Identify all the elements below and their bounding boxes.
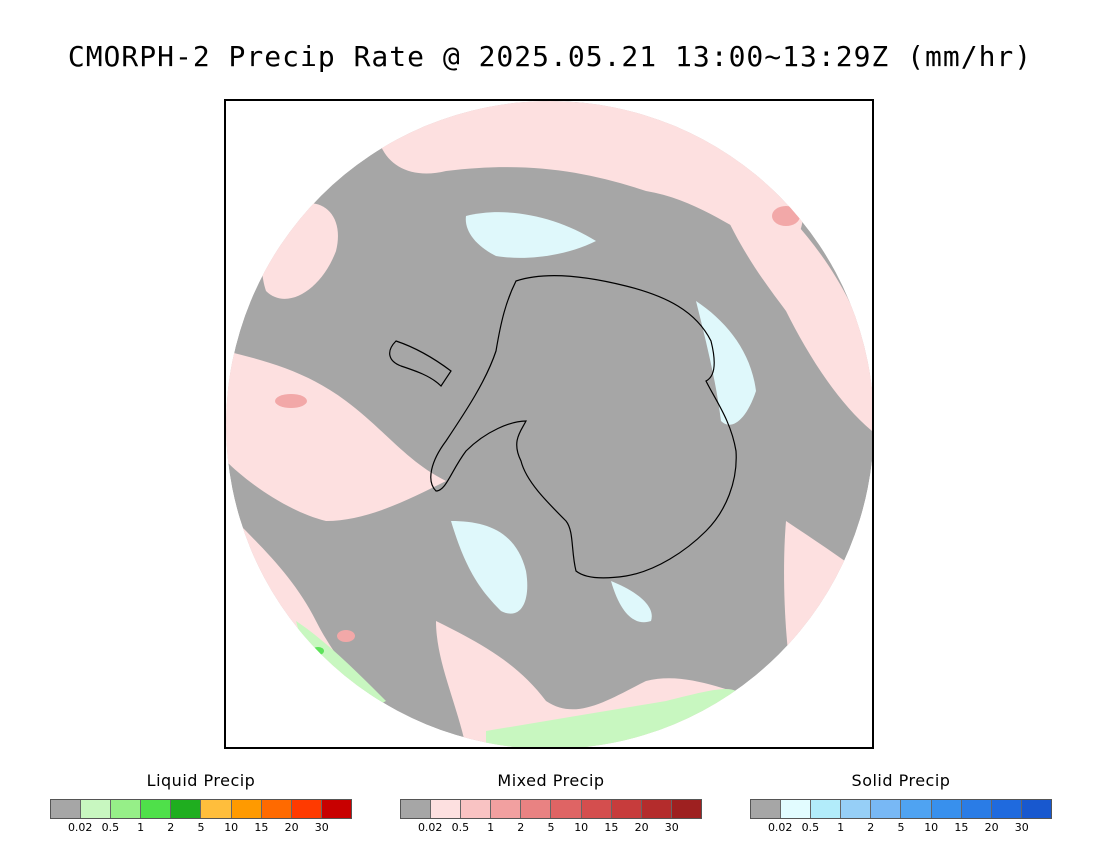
colorbar-swatch [321,800,351,818]
colorbar-swatch [581,800,612,818]
colorbar-tick-label: 1 [837,821,845,834]
legend-title-liquid: Liquid Precip [146,771,256,790]
colorbar-swatch [461,800,492,818]
colorbar-liquid [50,799,352,819]
colorbar-swatch [751,800,782,818]
colorbar-swatch [931,800,962,818]
colorbar-swatch [231,800,262,818]
colorbar-tick-label: 0.02 [417,821,443,834]
colorbar-swatch [141,800,172,818]
colorbar-tick-label: 5 [897,821,905,834]
mixed-precip-spot-southwest [337,630,355,642]
colorbar-mixed [400,799,702,819]
colorbar-swatch [261,800,292,818]
colorbar-swatch [781,800,812,818]
colorbar-swatch [51,800,82,818]
colorbar-swatch [551,800,582,818]
legend-title-solid: Solid Precip [851,771,951,790]
solid-precip-region-southeast [611,581,652,623]
colorbar-tick-label: 15 [254,821,269,834]
colorbar-swatch [611,800,642,818]
colorbar-tick-label: 15 [954,821,969,834]
tick-labels-solid: 0.02 0.5 1 2 5 10 15 20 30 [750,821,1052,837]
solid-precip-region-east [696,301,756,425]
colorbar-tick-label: 1 [487,821,495,834]
legend-mixed-precip: Mixed Precip 0.02 0.5 1 2 5 10 15 20 30 [400,770,702,837]
tick-labels-mixed: 0.02 0.5 1 2 5 10 15 20 30 [400,821,702,837]
colorbar-swatch [491,800,522,818]
colorbar-swatch [401,800,432,818]
polar-map-canvas [226,101,872,747]
colorbar-swatch [901,800,932,818]
mixed-precip-spot-west [275,394,307,408]
colorbar-swatch [81,800,112,818]
colorbar-tick-label: 2 [517,821,525,834]
colorbar-swatch [991,800,1022,818]
colorbar-tick-label: 10 [924,821,939,834]
colorbar-tick-label: 15 [604,821,619,834]
colorbar-swatch [641,800,672,818]
liquid-precip-region-south [486,689,736,747]
colorbar-tick-label: 2 [867,821,875,834]
tick-labels-liquid: 0.02 0.5 1 2 5 10 15 20 30 [50,821,352,837]
colorbar-swatch [811,800,842,818]
colorbar-tick-label: 0.5 [101,821,120,834]
chart-title: CMORPH-2 Precip Rate @ 2025.05.21 13:00~… [67,40,1033,73]
colorbar-tick-label: 0.5 [451,821,470,834]
colorbar-swatch [871,800,902,818]
colorbar-swatch [521,800,552,818]
colorbar-swatch [431,800,462,818]
colorbar-tick-label: 30 [1014,821,1029,834]
colorbar-tick-label: 10 [574,821,589,834]
colorbar-swatch [111,800,142,818]
mixed-precip-region-north [376,101,803,251]
solid-precip-region-north [465,212,596,258]
colorbar-tick-label: 5 [547,821,555,834]
legend-solid-precip: Solid Precip 0.02 0.5 1 2 5 10 15 20 30 [750,770,1052,837]
colorbar-tick-label: 10 [224,821,239,834]
colorbar-swatch [171,800,202,818]
colorbar-tick-label: 30 [664,821,679,834]
colorbar-tick-label: 0.02 [67,821,93,834]
colorbar-tick-label: 20 [984,821,999,834]
mixed-precip-region-east [696,141,872,431]
colorbar-tick-label: 1 [137,821,145,834]
colorbar-tick-label: 20 [284,821,299,834]
colorbar-tick-label: 0.5 [801,821,820,834]
polar-map [224,99,874,749]
colorbar-tick-label: 0.02 [767,821,793,834]
colorbar-tick-label: 5 [197,821,205,834]
colorbar-swatch [961,800,992,818]
mixed-precip-band-west [266,441,420,491]
legend-title-mixed: Mixed Precip [497,771,605,790]
precip-field [226,101,872,747]
liquid-precip-spot-southwest [312,647,324,655]
solid-precip-region-south [451,521,528,614]
colorbar-swatch [1021,800,1051,818]
legend-liquid-precip: Liquid Precip 0.02 0.5 1 2 5 10 15 20 30 [50,770,352,837]
colorbar-tick-label: 2 [167,821,175,834]
antarctica-coastline [430,274,737,579]
colorbar-solid [750,799,1052,819]
colorbar-swatch [841,800,872,818]
mixed-precip-region-southeast [784,521,872,716]
colorbar-swatch [291,800,322,818]
colorbar-tick-label: 30 [314,821,329,834]
colorbar-swatch [201,800,232,818]
no-precip-area [226,101,872,747]
colorbar-swatch [671,800,701,818]
antarctic-peninsula-coastline [389,340,452,387]
colorbar-tick-label: 20 [634,821,649,834]
mixed-precip-spot-northeast [772,206,800,226]
